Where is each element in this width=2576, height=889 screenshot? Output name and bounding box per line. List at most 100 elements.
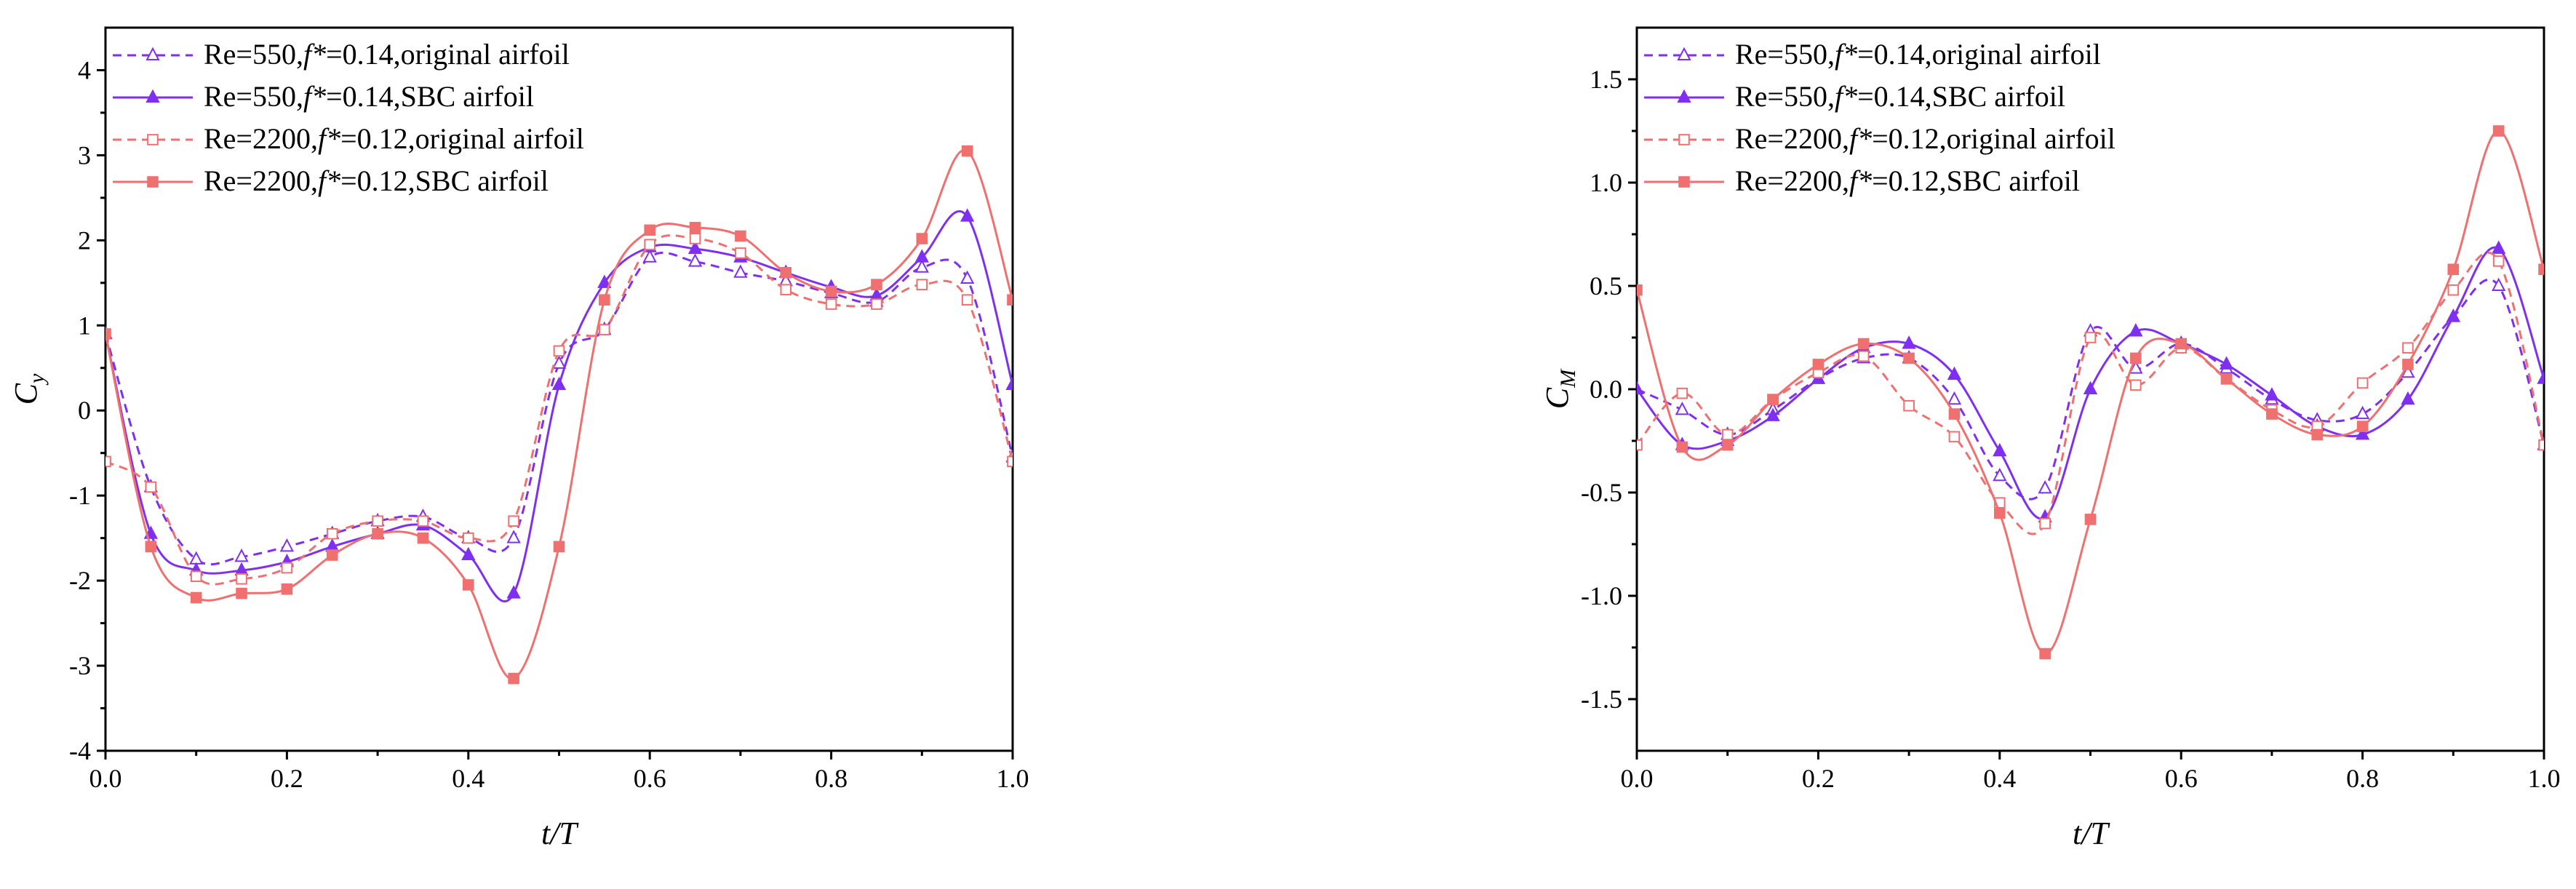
chart-2-series-2 bbox=[1637, 240, 2544, 523]
chart-2-series-4 bbox=[1637, 125, 2544, 660]
chart-1-series-2-point bbox=[914, 249, 929, 263]
chart-1-series-1-point bbox=[189, 551, 204, 565]
chart-1-series-4-point bbox=[105, 328, 111, 340]
chart-1-series-2-point bbox=[960, 208, 975, 222]
chart-2: 0.0 0.2 0.4 0.6 0.8 1.0 -1.5 -1.0 -0.5 0.0 0.5 1.0 1… bbox=[1539, 26, 2561, 851]
chart-2-series-3-point bbox=[1948, 431, 1961, 443]
chart-2-series-2-point bbox=[1766, 407, 1780, 421]
chart-2-series-4-point bbox=[1721, 439, 1734, 451]
chart-1-series-2-point bbox=[551, 376, 567, 391]
chart-2-series-3-line bbox=[1637, 251, 2544, 535]
chart-1-series-3-point bbox=[553, 345, 565, 357]
chart-1-series-4-point bbox=[145, 541, 157, 553]
chart-2-series-1-point bbox=[1675, 402, 1690, 415]
chart-1-series-4-point bbox=[916, 233, 928, 244]
chart-2-series-3-point bbox=[1903, 399, 1915, 412]
chart-2-x-axis-title: t/T bbox=[2073, 816, 2110, 851]
chart-2-series-4-point bbox=[2266, 408, 2278, 420]
chart-1-series-1-point bbox=[733, 264, 748, 278]
chart-2-series-4-point bbox=[1994, 507, 2006, 519]
chart-1-series-4-point bbox=[372, 528, 383, 540]
chart-2-series-2-point bbox=[2491, 240, 2506, 254]
chart-2-series-2-point bbox=[2219, 356, 2234, 370]
chart-2-series-4-point bbox=[2402, 359, 2414, 370]
chart-1-series-3-point bbox=[508, 515, 519, 527]
chart-2-series-2-point bbox=[2446, 308, 2460, 322]
chart-1-y-tick-label: -3 bbox=[69, 651, 91, 680]
chart-1-series-3-point bbox=[372, 515, 383, 527]
chart-1-series-1-point bbox=[279, 538, 295, 552]
chart-2-series-2-point bbox=[1637, 380, 1644, 394]
chart-1-legend-point bbox=[147, 176, 159, 188]
chart-1-series-3-point bbox=[417, 515, 429, 527]
chart-1-series-3-point bbox=[599, 324, 610, 335]
chart-2-series-4-point bbox=[2447, 263, 2460, 276]
chart-1-series-3-point bbox=[190, 570, 202, 583]
chart-2-series-3-point bbox=[2538, 439, 2544, 451]
chart-1: 0.0 0.2 0.4 0.6 0.8 1.0 -4 -3 -2 -1 0 1 2 3 4 t/T Cy Re=5… bbox=[8, 26, 1029, 851]
chart-1-x-tick-label: 0.8 bbox=[815, 764, 848, 793]
chart-1-series-1-point bbox=[551, 355, 567, 369]
chart-2-series-2-point bbox=[2537, 370, 2544, 384]
chart-2-y-tick-label: 0.5 bbox=[1590, 271, 1622, 300]
chart-1-y-tick-label: 1 bbox=[78, 311, 91, 340]
chart-1-series-1-point bbox=[960, 270, 975, 284]
chart-2-series-2-point bbox=[1993, 442, 2007, 457]
chart-2-series-3-point bbox=[2130, 379, 2142, 391]
chart-1-y-tick-label: -4 bbox=[69, 736, 91, 765]
chart-1-series-3-point bbox=[916, 279, 928, 290]
chart-2-series-3-point bbox=[1676, 387, 1688, 399]
chart-1-series-4-point bbox=[326, 549, 338, 561]
chart-1-series-1-point bbox=[234, 549, 249, 562]
chart-1-x-tick-label: 1.0 bbox=[997, 764, 1029, 793]
chart-2-x-tick-label: 0.6 bbox=[2165, 764, 2198, 793]
chart-1-series-3-point bbox=[463, 532, 474, 544]
chart-2-series-4-point bbox=[1948, 408, 1961, 420]
chart-2-series-2-point bbox=[2355, 426, 2370, 440]
chart-1-x-axis-title: t/T bbox=[541, 816, 579, 851]
chart-1-series-3-point bbox=[145, 481, 157, 493]
chart-1-series-3-point bbox=[689, 233, 701, 244]
chart-2-series-3-point bbox=[2492, 255, 2505, 267]
chart-1-series-3-point bbox=[825, 298, 837, 310]
chart-1-series-3-point bbox=[735, 247, 746, 259]
chart-2-series-2-point bbox=[2401, 391, 2415, 405]
chart-2-series-1-point bbox=[2491, 277, 2506, 291]
chart-2-series-1-point bbox=[1947, 391, 1962, 405]
chart-2-series-3-point bbox=[2084, 332, 2097, 343]
chart-1-series-4 bbox=[105, 145, 1013, 685]
chart-2-series-4-point bbox=[1767, 394, 1779, 406]
chart-1-series-4-point bbox=[871, 279, 882, 290]
chart-1-series-4-point bbox=[190, 591, 202, 604]
chart-1-x-tick-label: 0.4 bbox=[452, 764, 485, 793]
chart-1-series-3-point bbox=[780, 284, 792, 295]
chart-1-series-1-point bbox=[687, 253, 703, 267]
chart-2-legend-point bbox=[1677, 89, 1691, 103]
chart-2-series-4-point bbox=[1637, 284, 1643, 296]
chart-1-series-1-point bbox=[914, 259, 929, 273]
chart-1-series-4-point bbox=[281, 583, 293, 595]
chart-1-legend-label: Re=550,f*=0.14,original airfoil bbox=[204, 38, 570, 71]
chart-2-series-4-point bbox=[1903, 352, 1915, 364]
chart-2-y-tick-label: 1.5 bbox=[1590, 65, 1622, 94]
chart-2-legend-label: Re=550,f*=0.14,SBC airfoil bbox=[1735, 80, 2065, 113]
chart-1-series-4-point bbox=[689, 222, 701, 234]
chart-2-y-axis-title: CM bbox=[1539, 368, 1580, 409]
chart-2-series-4-point bbox=[2039, 647, 2051, 660]
chart-2-legend-label: Re=2200,f*=0.12,SBC airfoil bbox=[1735, 164, 2080, 197]
chart-1-series-4-point bbox=[735, 230, 746, 242]
chart-1-y-tick-label: 4 bbox=[78, 55, 91, 84]
chart-1-series-4-line bbox=[105, 148, 1013, 680]
chart-1-series-3-point bbox=[281, 562, 293, 574]
chart-2-series-4-point bbox=[2220, 373, 2233, 385]
chart-2-series-2-point bbox=[2083, 380, 2098, 394]
chart-1-y-tick-label: 3 bbox=[78, 140, 91, 170]
chart-1-series-4-point bbox=[463, 579, 474, 591]
chart-1-series-4-point bbox=[417, 532, 429, 544]
chart-1-legend-label: Re=2200,f*=0.12,original airfoil bbox=[204, 122, 584, 155]
chart-2-y-tick-label: -1.5 bbox=[1581, 685, 1622, 714]
chart-1-y-axis-title: Cy bbox=[8, 373, 49, 404]
chart-1-series-4-point bbox=[599, 294, 610, 306]
chart-2-series-1-point bbox=[2038, 479, 2052, 494]
